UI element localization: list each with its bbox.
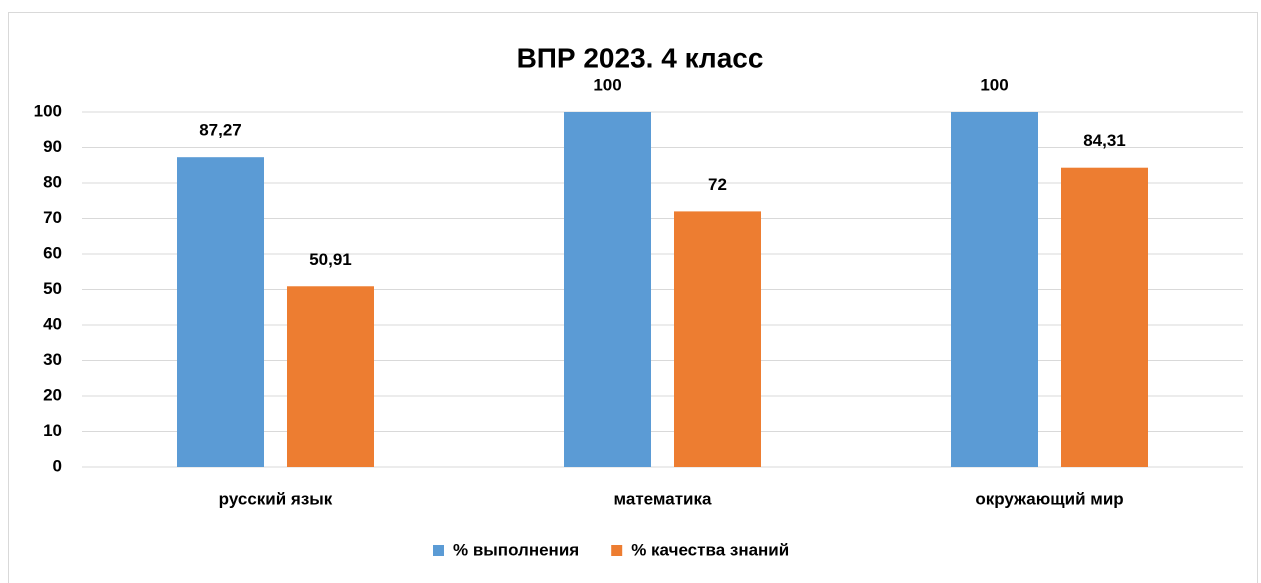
y-tick-label: 50: [43, 279, 62, 298]
y-tick-label: 70: [43, 208, 62, 227]
x-tick-label: окружающий мир: [975, 489, 1123, 508]
y-tick-label: 60: [43, 243, 62, 262]
legend-label: % выполнения: [453, 540, 579, 559]
data-label: 100: [980, 75, 1008, 94]
bar: [564, 112, 651, 467]
legend-swatch: [433, 545, 444, 556]
bar: [177, 157, 264, 467]
data-label: 84,31: [1083, 131, 1126, 150]
data-label: 100: [593, 75, 621, 94]
chart-title: ВПР 2023. 4 класс: [517, 42, 764, 73]
data-label: 87,27: [199, 121, 242, 140]
y-tick-label: 80: [43, 172, 62, 191]
y-tick-label: 90: [43, 137, 62, 156]
y-tick-label: 0: [53, 456, 62, 475]
y-tick-label: 40: [43, 314, 62, 333]
bar: [1061, 167, 1148, 467]
y-tick-label: 20: [43, 385, 62, 404]
bar: [674, 211, 761, 467]
data-label: 72: [708, 175, 727, 194]
y-tick-label: 30: [43, 350, 62, 369]
x-tick-label: русский язык: [219, 489, 333, 508]
x-tick-label: математика: [614, 489, 712, 508]
legend-label: % качества знаний: [631, 540, 789, 559]
y-tick-label: 10: [43, 421, 62, 440]
bar: [287, 286, 374, 467]
y-tick-label: 100: [34, 101, 62, 120]
data-label: 50,91: [309, 250, 352, 269]
bar: [951, 112, 1038, 467]
legend-swatch: [611, 545, 623, 556]
